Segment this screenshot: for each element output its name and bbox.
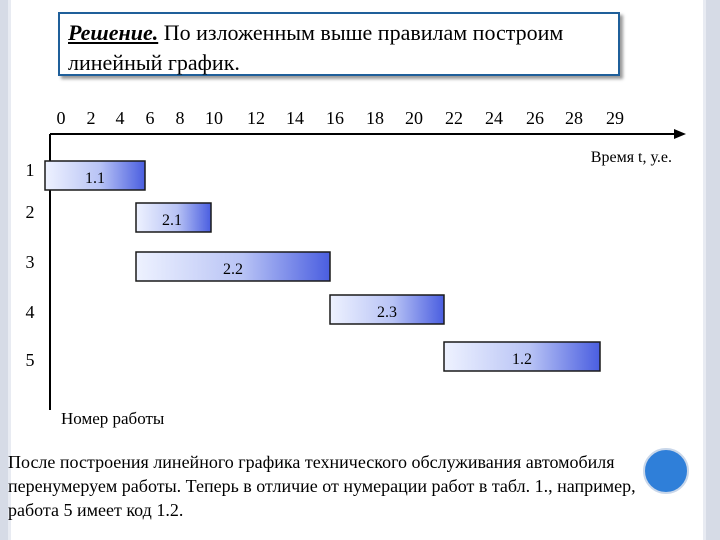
title-box: Решение. По изложенным выше правилам пос… [58, 12, 620, 76]
gantt-bar [135, 251, 331, 282]
x-tick-label: 0 [57, 108, 66, 128]
gantt-bar-label: 1.2 [512, 351, 532, 368]
x-tick-label: 6 [146, 108, 155, 128]
x-axis-label: Время t, у.е. [591, 149, 672, 166]
row-label: 4 [26, 302, 35, 322]
row-label: 1 [26, 160, 35, 180]
y-axis-label: Номер работы [61, 409, 165, 428]
slide-frame-left-inner [8, 0, 11, 540]
gantt-bar-label: 1.1 [85, 170, 105, 187]
x-axis-arrow [674, 129, 686, 139]
x-tick-label: 28 [565, 108, 583, 128]
accent-circle [643, 448, 689, 494]
x-tick-label: 18 [366, 108, 384, 128]
x-tick-label: 29 [606, 108, 624, 128]
x-tick-label: 22 [445, 108, 463, 128]
x-tick-label: 2 [87, 108, 96, 128]
x-tick-label: 26 [526, 108, 544, 128]
gantt-bar [443, 341, 601, 372]
slide-frame-right [706, 0, 720, 540]
x-tick-label: 10 [205, 108, 223, 128]
x-tick-label: 24 [485, 108, 503, 128]
gantt-bar-label: 2.3 [377, 304, 397, 321]
row-label: 3 [26, 252, 35, 272]
row-label: 5 [26, 350, 35, 370]
gantt-bar-label: 2.2 [223, 261, 243, 278]
bottom-text: После построения линейного графика техни… [8, 452, 636, 520]
x-tick-label: 16 [326, 108, 344, 128]
x-tick-label: 14 [286, 108, 304, 128]
gantt-bar [329, 294, 445, 325]
x-tick-label: 12 [247, 108, 265, 128]
gantt-chart: Время t, у.е. Номер работы 0 2 4 6 8 10 12 14 16… [26, 108, 686, 428]
x-tick-label: 20 [405, 108, 423, 128]
gantt-bar [135, 202, 212, 233]
gantt-bar [44, 160, 146, 191]
title-text: По изложенным выше правилам построим лин… [68, 20, 564, 75]
title-bold: Решение. [68, 20, 159, 45]
slide-frame-left [0, 0, 8, 540]
gantt-bar-label: 2.1 [162, 212, 182, 229]
x-tick-label: 8 [176, 108, 185, 128]
row-label: 2 [26, 202, 35, 222]
slide-frame-right-inner [703, 0, 706, 540]
x-tick-label: 4 [116, 108, 125, 128]
